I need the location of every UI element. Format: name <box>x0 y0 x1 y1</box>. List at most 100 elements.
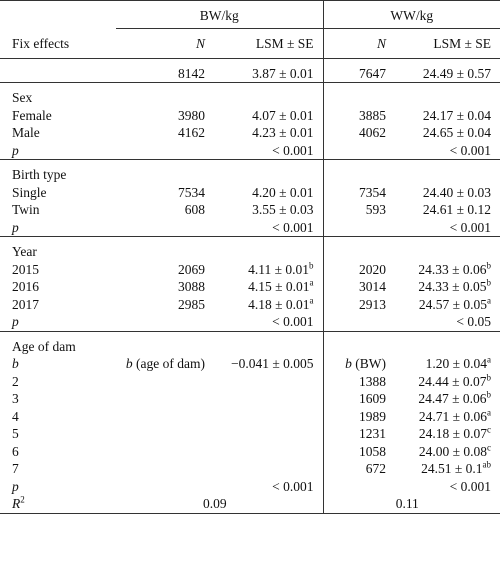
table-cell <box>214 408 323 426</box>
table-row: 3 1609 24.47 ± 0.06b <box>0 390 500 408</box>
table-body: BW/kg WW/kg Fix effects N LSM ± SE N LSM ± S… <box>0 0 500 513</box>
table-row: Male 4162 4.23 ± 0.01 4062 24.65 ± 0.04 <box>0 124 500 142</box>
table-cell: 4.18 ± 0.01a <box>214 296 323 314</box>
table-cell: b (BW) <box>322 355 395 373</box>
superscript: a <box>487 295 491 305</box>
group-header: WW/kg <box>322 0 500 29</box>
superscript: a <box>487 354 491 365</box>
table-cell: 24.61 ± 0.12 <box>422 202 491 217</box>
table-cell: Fix effects <box>12 35 70 51</box>
table-row: 2015 2069 4.11 ± 0.01b 2020 24.33 ± 0.06b <box>0 260 500 279</box>
table-cell <box>116 390 214 408</box>
superscript: b <box>486 389 492 400</box>
table-cell <box>322 477 395 495</box>
table-cell <box>214 425 323 443</box>
table-cell: 6 <box>12 443 19 459</box>
table-cell: 2913 <box>322 295 395 313</box>
table-row: 4 1989 24.71 ± 0.06a <box>0 407 500 426</box>
table-cell <box>116 313 214 331</box>
table-cell <box>322 313 395 331</box>
superscript: c <box>487 424 491 435</box>
empty-header <box>0 1 116 29</box>
table-row: 7 672 24.51 ± 0.1ab <box>0 460 500 478</box>
table-cell <box>214 236 323 261</box>
cell-text: 24.33 ± 0.05 <box>418 279 487 294</box>
table-cell: Male <box>12 125 40 140</box>
table-cell <box>116 159 214 184</box>
table-cell: p <box>0 142 116 160</box>
cell-text: 4.11 ± 0.01 <box>248 261 309 277</box>
cell-text: 24.33 ± 0.06 <box>418 261 487 277</box>
table-cell: 24.33 ± 0.05b <box>395 278 500 296</box>
table-cell: 4.23 ± 0.01 <box>252 125 314 140</box>
table-cell <box>116 219 214 237</box>
italic-text: b <box>345 356 352 371</box>
table-cell: 0.11 <box>322 495 500 513</box>
table-row: p < 0.001 < 0.001 <box>0 141 500 160</box>
table-row: Year <box>0 236 500 261</box>
table-row: 2016 3088 4.15 ± 0.01a 3014 24.33 ± 0.05b <box>0 278 500 296</box>
table-cell <box>322 330 395 355</box>
table-cell: 4 <box>12 408 19 424</box>
table-cell <box>116 330 214 355</box>
table-cell <box>214 460 323 478</box>
table-cell: LSM ± SE <box>255 36 314 51</box>
table-cell: 3885 <box>322 106 395 124</box>
italic-text: p <box>12 314 19 329</box>
table-cell <box>395 236 500 261</box>
table-cell: b <box>0 355 116 373</box>
table-cell: R2 <box>0 495 116 513</box>
table-cell: 7534 <box>178 184 205 200</box>
table-cell: 24.18 ± 0.07c <box>395 425 500 443</box>
table-cell: 1231 <box>322 425 395 443</box>
table-cell: 608 <box>184 202 205 217</box>
table-row: Female 3980 4.07 ± 0.01 3885 24.17 ± 0.04 <box>0 106 500 124</box>
results-table: BW/kg WW/kg Fix effects N LSM ± SE N LSM ± S… <box>0 0 500 514</box>
table-cell <box>395 82 500 107</box>
table-cell: 4.07 ± 0.01 <box>252 107 314 123</box>
group-header: BW/kg <box>116 0 323 29</box>
table-cell: Sex <box>0 82 116 107</box>
table-cell: Twin <box>12 202 40 217</box>
superscript: c <box>487 442 491 452</box>
superscript: b <box>486 277 492 288</box>
superscript: b <box>486 260 492 270</box>
table-cell: 3 <box>12 391 19 406</box>
table-cell: < 0.001 <box>272 478 314 494</box>
table-row: R2 0.09 0.11 <box>0 495 500 513</box>
table-cell <box>322 159 395 184</box>
table-cell: 24.40 ± 0.03 <box>422 184 491 200</box>
table-cell <box>322 141 395 160</box>
superscript: 2 <box>20 494 25 505</box>
superscript: ab <box>482 459 492 470</box>
table-row: Sex <box>0 82 500 107</box>
table-cell: < 0.001 <box>272 142 314 158</box>
table-cell: N <box>322 28 395 58</box>
table-cell: N <box>116 29 214 59</box>
italic-text: p <box>12 142 19 158</box>
table-cell: 24.65 ± 0.04 <box>422 125 491 140</box>
table-cell: Single <box>12 184 47 200</box>
table-cell <box>214 390 323 408</box>
italic-text: p <box>12 478 19 494</box>
table-cell: 4.20 ± 0.01 <box>252 184 314 200</box>
table-cell: p <box>0 219 116 237</box>
table-cell <box>214 443 323 461</box>
table-row: 2 1388 24.44 ± 0.07b <box>0 372 500 390</box>
cell-text: 24.00 ± 0.08 <box>418 443 487 459</box>
italic-text: N <box>376 36 386 51</box>
table-cell: 4.11 ± 0.01b <box>214 261 323 279</box>
table-cell: 7 <box>12 461 19 476</box>
table-row: p < 0.001 < 0.001 <box>0 218 500 237</box>
table-row: 8142 3.87 ± 0.01 7647 24.49 ± 0.57 <box>0 57 500 83</box>
table-cell: 2020 <box>322 260 395 278</box>
table-cell <box>116 142 214 160</box>
table-cell: 2015 <box>12 261 39 277</box>
superscript: b <box>486 372 492 382</box>
table-cell: LSM ± SE <box>433 36 491 51</box>
table-cell: < 0.001 <box>449 142 491 158</box>
table-cell: Female <box>12 107 52 123</box>
table-cell: 4162 <box>178 125 205 140</box>
table-row: 5 1231 24.18 ± 0.07c <box>0 425 500 443</box>
